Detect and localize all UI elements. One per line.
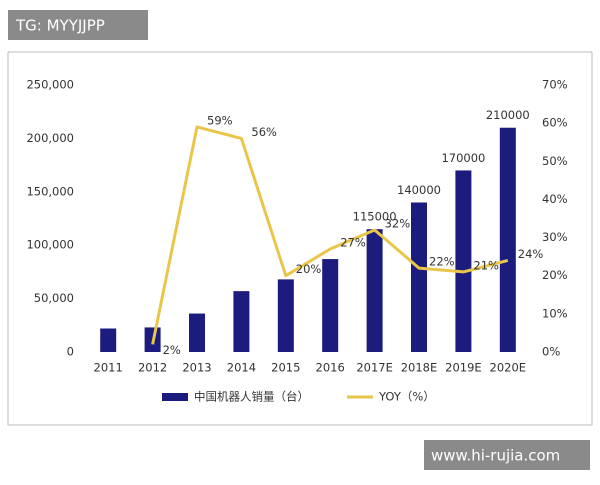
data-label: 20% xyxy=(296,262,322,276)
chart-frame xyxy=(7,51,593,426)
data-label: 115000 xyxy=(353,210,397,224)
bar xyxy=(277,279,294,352)
bar xyxy=(499,127,516,352)
x-tick-label: 2014 xyxy=(227,361,256,375)
bar xyxy=(411,202,427,352)
y2-tick-label: 30% xyxy=(542,230,568,244)
x-tick-label: 2018E xyxy=(401,361,438,375)
line xyxy=(151,125,509,345)
data-label: 24% xyxy=(518,247,544,261)
y2-tick-label: 10% xyxy=(542,306,568,320)
x-tick-label: 2020E xyxy=(490,361,527,375)
data-label: 140000 xyxy=(397,183,441,197)
data-label: 210000 xyxy=(486,108,530,122)
x-tick-label: 2016 xyxy=(316,361,345,375)
y2-tick-label: 50% xyxy=(542,154,568,168)
y-tick-label: 50,000 xyxy=(34,291,74,305)
bar xyxy=(455,170,472,352)
y2-tick-label: 0% xyxy=(542,345,560,359)
data-label: 22% xyxy=(429,255,455,269)
bar xyxy=(322,259,339,352)
bar xyxy=(100,328,117,352)
x-tick-label: 2019E xyxy=(445,361,482,375)
y-tick-label: 100,000 xyxy=(26,238,74,252)
legend-label: YOY（%） xyxy=(378,390,435,404)
y-tick-label: 0 xyxy=(67,345,74,359)
data-label: 2% xyxy=(163,343,181,357)
y-tick-label: 200,000 xyxy=(26,131,74,145)
watermark: www.hi-rujia.com xyxy=(431,447,560,465)
data-label: 59% xyxy=(207,113,233,127)
y2-tick-label: 60% xyxy=(542,116,568,130)
watermark-box xyxy=(8,10,148,40)
x-tick-label: 2012 xyxy=(138,361,167,375)
x-tick-label: 2017E xyxy=(356,361,393,375)
y2-tick-label: 40% xyxy=(542,192,568,206)
watermark-box xyxy=(424,440,590,470)
x-tick-label: 2011 xyxy=(94,361,123,375)
bar xyxy=(189,313,205,352)
y2-tick-label: 70% xyxy=(542,78,568,92)
data-label: 27% xyxy=(340,236,366,250)
legend-label: 中国机器人销量（台） xyxy=(194,390,309,404)
bar xyxy=(233,291,250,352)
data-label: 56% xyxy=(251,125,277,139)
y-tick-label: 150,000 xyxy=(26,184,74,198)
x-tick-label: 2013 xyxy=(182,361,211,375)
y-tick-label: 250,000 xyxy=(26,78,74,92)
x-tick-label: 2015 xyxy=(271,361,300,375)
data-label: 32% xyxy=(385,216,411,230)
data-label: 170000 xyxy=(441,151,485,165)
bar xyxy=(366,229,383,352)
legend-swatch xyxy=(162,393,188,401)
y2-tick-label: 20% xyxy=(542,268,568,282)
watermark: TG: MYYJJPP xyxy=(15,17,105,35)
data-label: 21% xyxy=(473,258,499,272)
